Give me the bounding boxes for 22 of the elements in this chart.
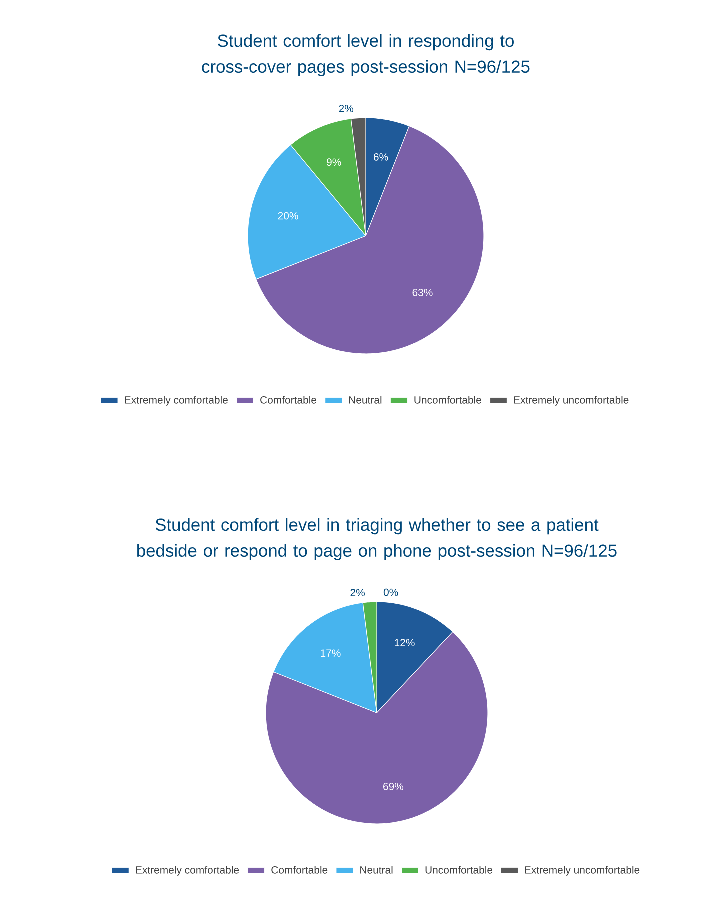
legend-label: Uncomfortable xyxy=(426,866,493,874)
data-label: 17% xyxy=(321,650,341,658)
data-label: 2% xyxy=(339,104,354,112)
data-label: 2% xyxy=(350,589,365,596)
data-label: 63% xyxy=(412,289,433,296)
legend-label: Uncomfortable xyxy=(414,396,482,404)
legend-label: Extremely comfortable xyxy=(125,396,228,406)
data-label: 20% xyxy=(278,212,298,220)
legend-label: Comfortable xyxy=(272,866,328,874)
legend-label: Comfortable xyxy=(260,396,317,404)
text: 0% xyxy=(384,588,398,596)
chart-title: Student comfort level in responding to cross-cover pages post-session N=96/125 xyxy=(202,34,530,76)
legend-label: Extremely uncomfortable xyxy=(514,396,629,406)
data-label: 6% xyxy=(374,153,388,161)
legend-label: Neutral xyxy=(360,866,393,874)
data-label: 69% xyxy=(384,782,404,790)
legend-label: Neutral xyxy=(349,396,382,404)
data-label: 12% xyxy=(395,639,415,647)
data-label: 9% xyxy=(327,158,342,166)
legend-label: Extremely uncomfortable xyxy=(525,866,640,876)
legend-label: Extremely comfortable xyxy=(136,866,240,876)
chart-title: Student comfort level in triaging whether to see a patient bedside or respond to page on phone post-session N=96/125 xyxy=(138,518,617,561)
